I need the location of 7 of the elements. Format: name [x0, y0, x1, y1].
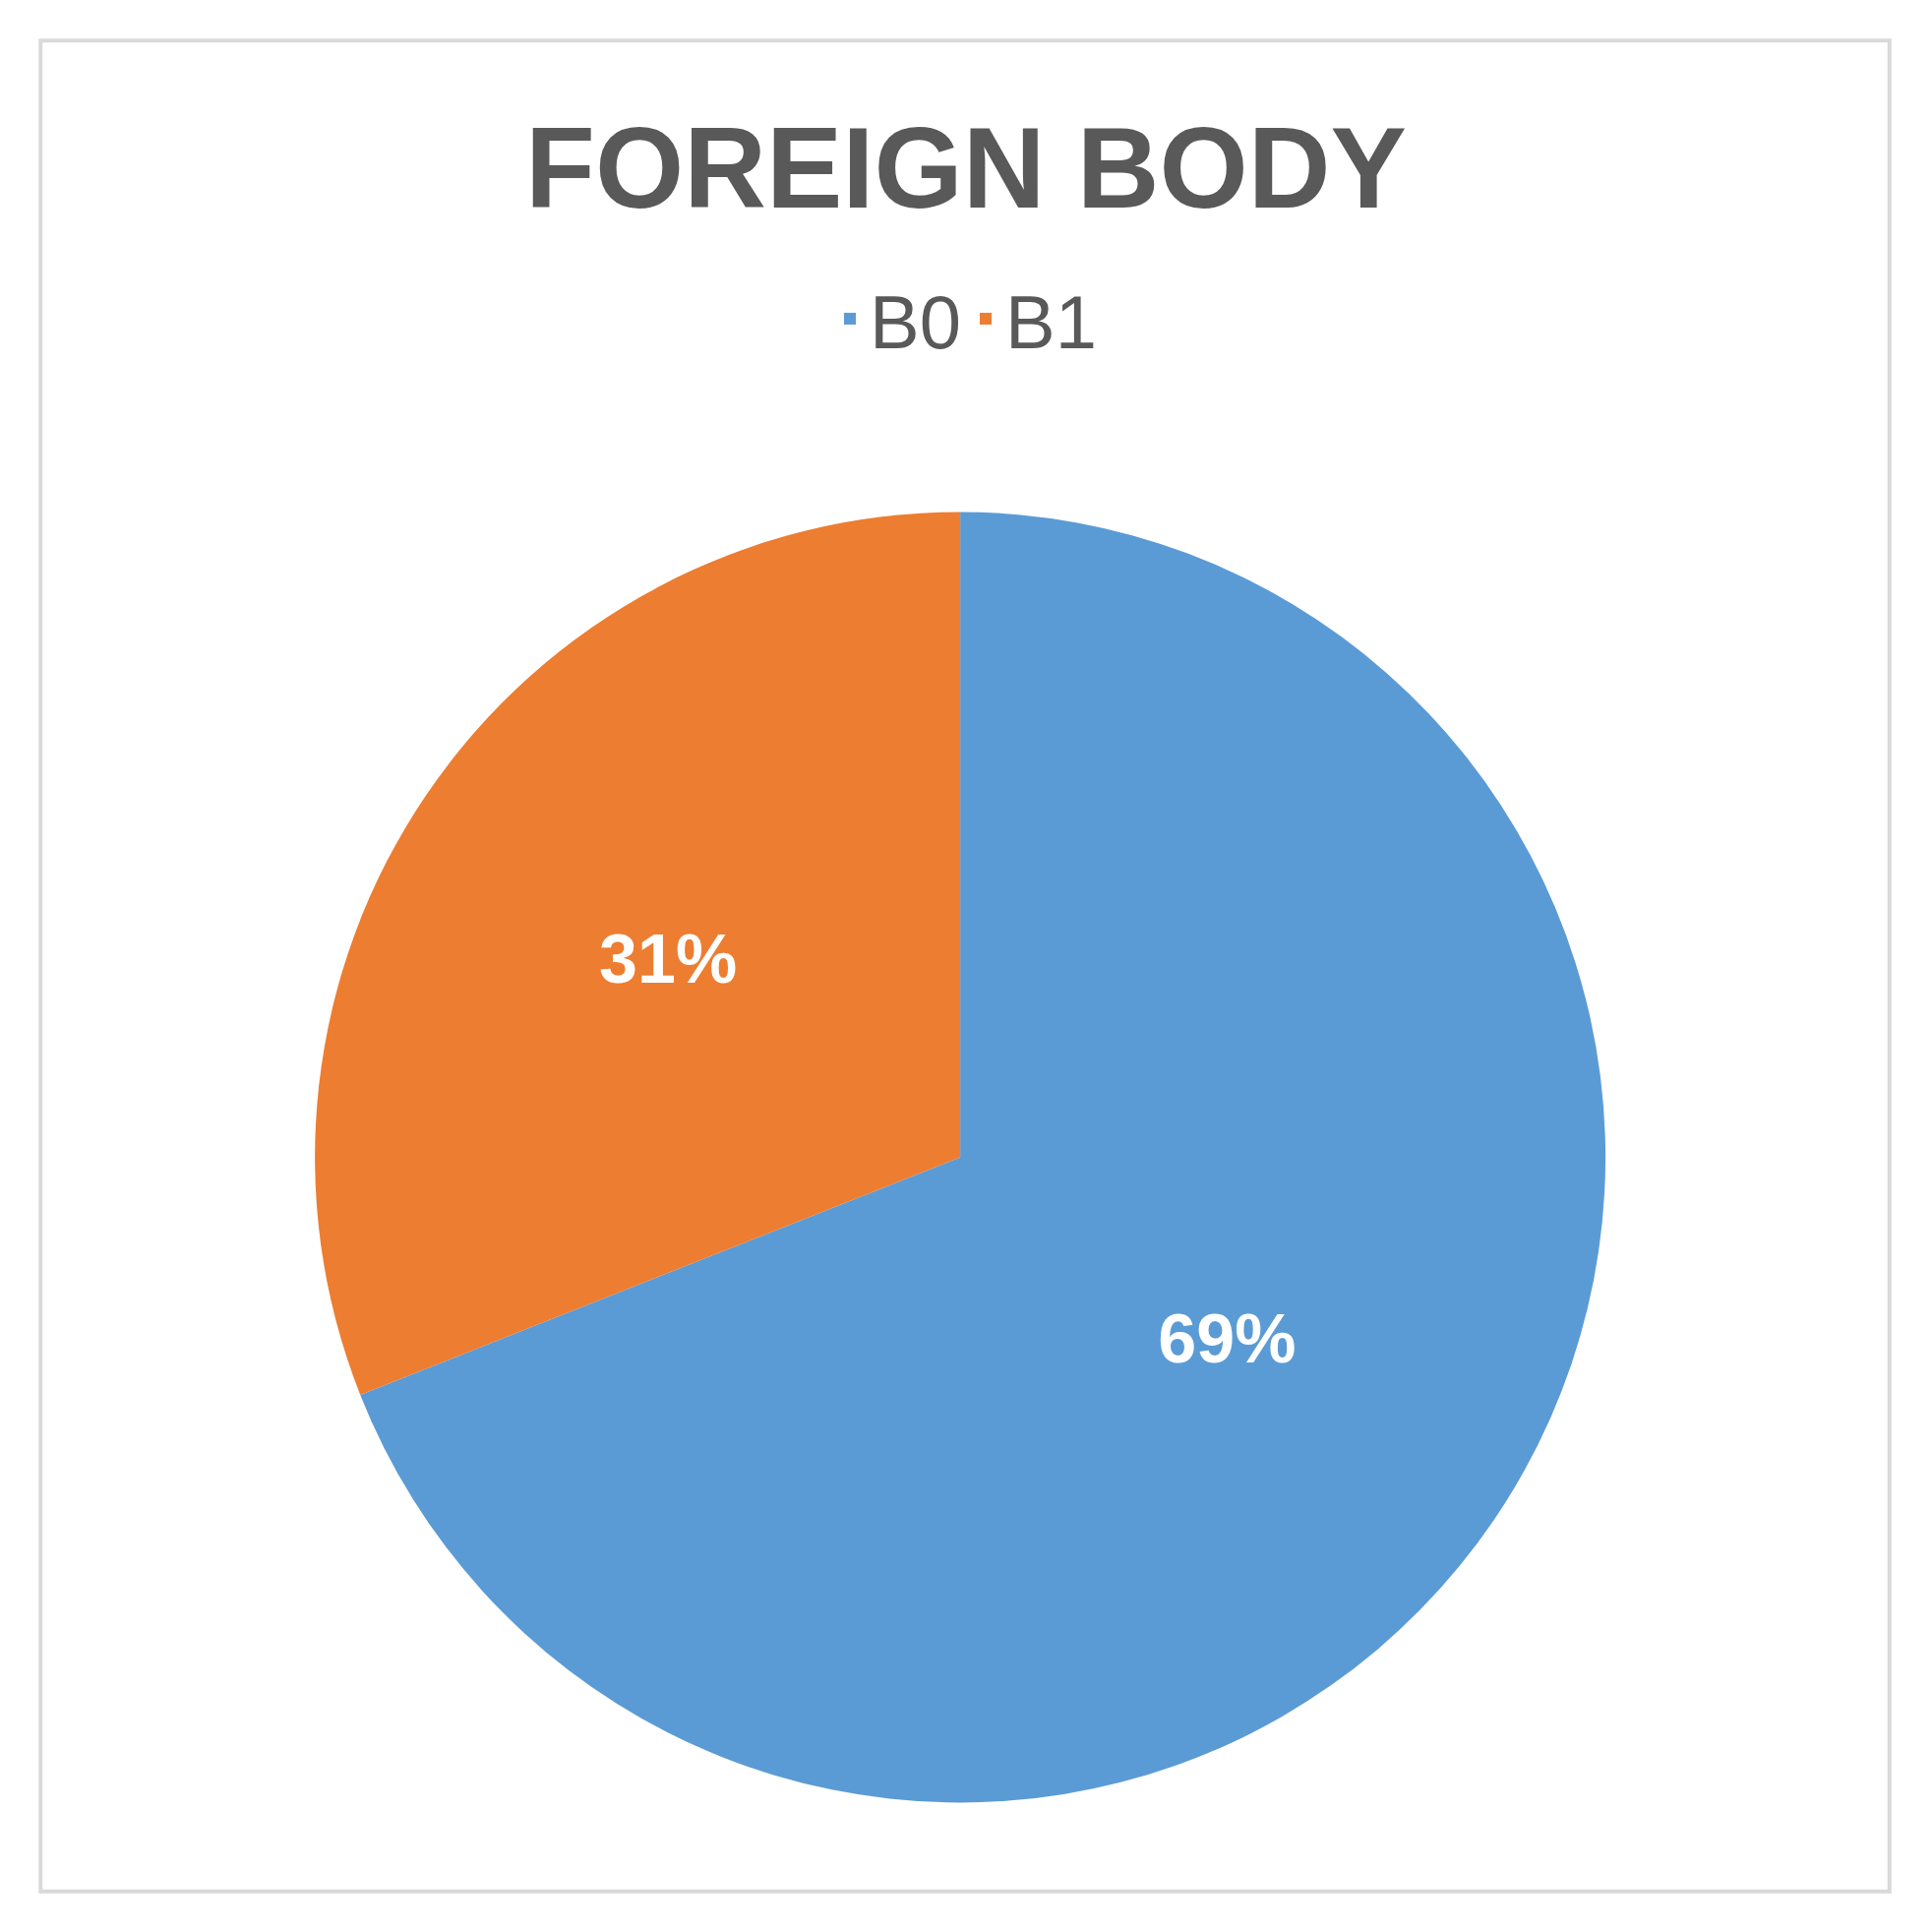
legend-label: B1	[1004, 279, 1097, 364]
data-label: 69%	[1158, 1299, 1297, 1377]
data-label: 31%	[599, 920, 738, 997]
legend-label: B0	[870, 279, 961, 364]
chart-title: FOREIGN BODY	[525, 104, 1407, 233]
pie-slice	[360, 512, 1605, 1802]
pie-slice	[315, 512, 961, 1395]
